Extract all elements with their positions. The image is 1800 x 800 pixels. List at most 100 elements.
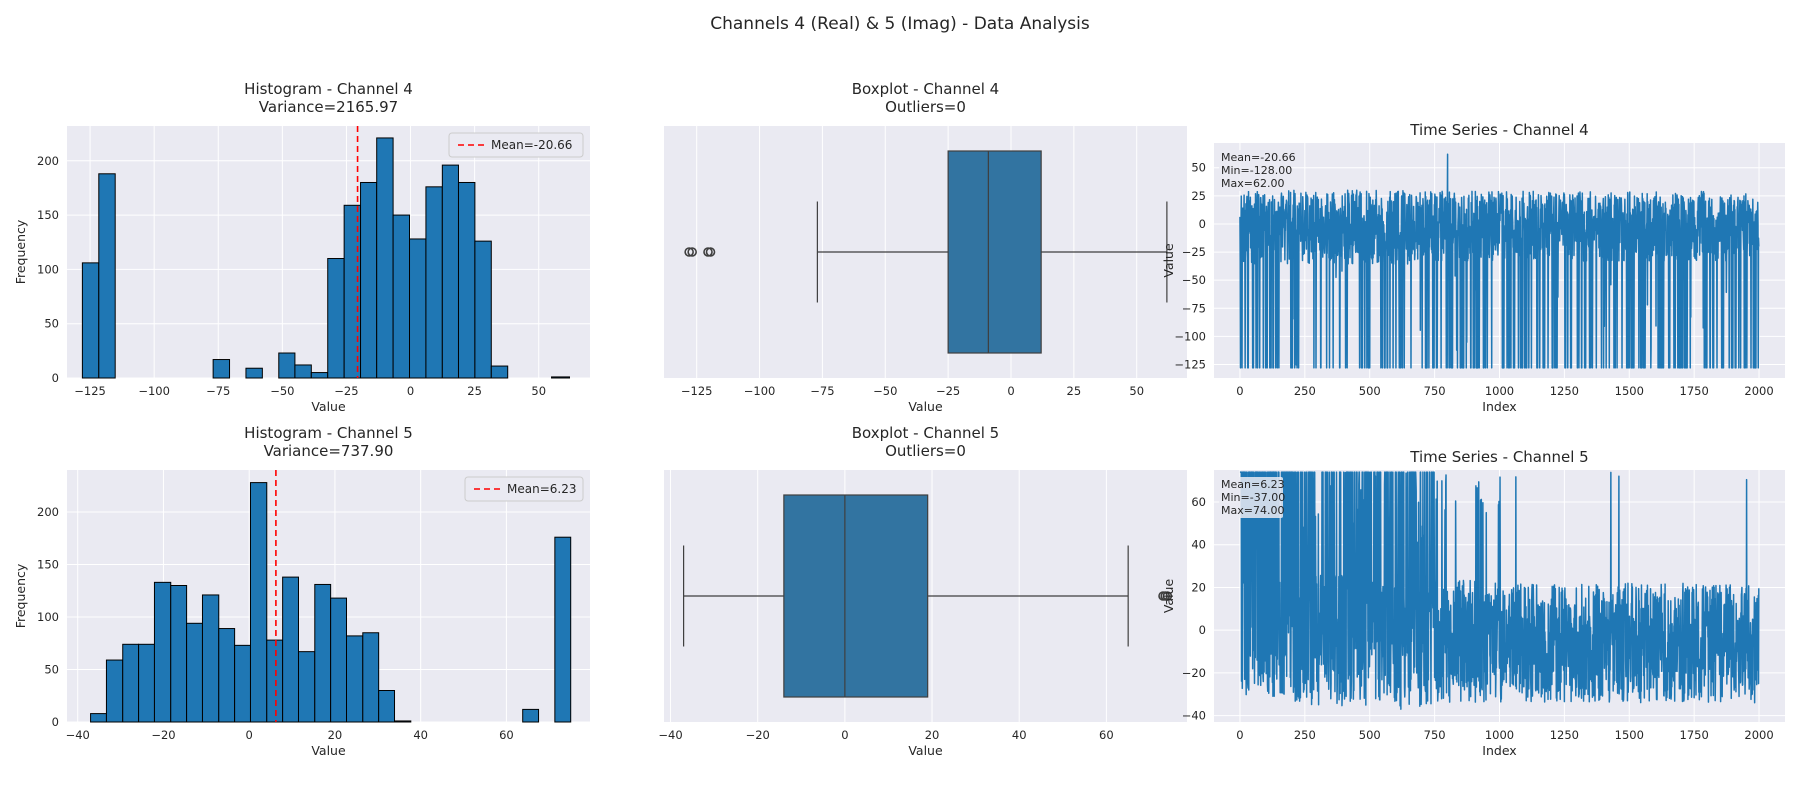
y-tick-label: 60 xyxy=(1191,495,1206,509)
x-tick-label: 750 xyxy=(1424,728,1446,742)
y-tick-label: 200 xyxy=(37,505,59,519)
subplot-subtitle: Outliers=0 xyxy=(885,442,966,460)
histogram-bar xyxy=(294,364,312,379)
x-tick-label: 1250 xyxy=(1550,384,1579,398)
legend: Mean=6.23 xyxy=(464,476,584,502)
histogram-bar xyxy=(314,583,332,723)
x-tick-label: 1500 xyxy=(1615,728,1644,742)
x-tick-label: 750 xyxy=(1424,384,1446,398)
subplot-subtitle: Variance=2165.97 xyxy=(259,98,398,116)
y-tick-label: 40 xyxy=(1191,538,1206,552)
stats-line: Min=-37.00 xyxy=(1221,491,1285,504)
x-tick-label: 250 xyxy=(1294,384,1316,398)
y-tick-label: 50 xyxy=(1191,161,1206,175)
x-axis-label: Value xyxy=(311,399,346,414)
x-axis-label: Value xyxy=(908,743,943,758)
y-axis-label: Frequency xyxy=(13,563,28,628)
y-tick-label: 0 xyxy=(1199,217,1206,231)
subplot-hist4: −125 −100 −75 −50 −25 0 25 50 0 50 100 150 200 Histog… xyxy=(13,80,590,414)
subplot-title: Time Series - Channel 5 xyxy=(1409,448,1588,466)
y-tick-label: 150 xyxy=(37,558,59,572)
histogram-bar xyxy=(551,376,570,379)
iqr-box xyxy=(947,150,1042,354)
x-tick-label: 50 xyxy=(531,384,546,398)
y-tick-label: 20 xyxy=(1191,580,1206,594)
histogram-bar xyxy=(297,651,316,723)
subplot-hist5: −40 −20 0 20 40 60 0 50 100 150 200 Histogram - Cha… xyxy=(13,424,590,758)
histogram-bar xyxy=(266,639,284,723)
x-tick-label: 1500 xyxy=(1615,384,1644,398)
x-axis-label: Value xyxy=(311,743,346,758)
histogram-bar xyxy=(554,536,572,723)
x-tick-label: 20 xyxy=(925,728,940,742)
histogram-bar xyxy=(212,359,231,379)
y-tick-label: 0 xyxy=(52,371,59,385)
x-tick-label: −25 xyxy=(334,384,358,398)
legend: Mean=-20.66 xyxy=(448,132,584,158)
y-tick-label: 0 xyxy=(52,715,59,729)
y-tick-label: 200 xyxy=(37,154,59,168)
histogram-bar xyxy=(98,173,116,379)
subplot-ts5: 0 250 500 750 1000 1250 1500 1750 2000 −40 −20 0 20 4… xyxy=(1161,448,1785,758)
x-tick-label: 0 xyxy=(407,384,414,398)
y-tick-label: 100 xyxy=(37,610,59,624)
histogram-bar xyxy=(362,632,380,723)
x-tick-label: −40 xyxy=(66,728,90,742)
histogram-bar xyxy=(409,238,427,379)
x-tick-label: −50 xyxy=(270,384,294,398)
x-tick-label: 0 xyxy=(1236,728,1243,742)
x-tick-label: 60 xyxy=(1099,728,1114,742)
x-tick-label: 25 xyxy=(1067,384,1082,398)
subplot-subtitle: Variance=737.90 xyxy=(264,442,394,460)
histogram-bar xyxy=(457,181,476,379)
x-tick-label: 1000 xyxy=(1485,728,1514,742)
x-tick-label: −25 xyxy=(936,384,960,398)
x-tick-label: −20 xyxy=(151,728,175,742)
histogram-bar xyxy=(105,659,124,723)
outlier-point xyxy=(1162,591,1173,601)
y-axis-label: Value xyxy=(1161,243,1176,278)
x-tick-label: 50 xyxy=(1129,384,1144,398)
x-tick-label: 0 xyxy=(1007,384,1014,398)
histogram-bar xyxy=(330,597,348,723)
histogram-bar xyxy=(441,164,459,379)
histogram-bar xyxy=(346,635,364,723)
stats-background xyxy=(1219,150,1283,191)
x-tick-label: 1750 xyxy=(1680,384,1709,398)
series-line xyxy=(1239,153,1760,369)
histogram-bar xyxy=(522,708,540,723)
x-tick-label: −75 xyxy=(810,384,834,398)
histogram-bar xyxy=(170,585,188,723)
subplot-title: Boxplot - Channel 5 xyxy=(852,424,999,442)
histogram-bar xyxy=(81,262,100,379)
x-tick-label: 0 xyxy=(246,728,253,742)
histogram-bar xyxy=(394,720,412,723)
y-tick-label: 100 xyxy=(37,262,59,276)
histogram-bar xyxy=(122,643,140,723)
histogram-bar xyxy=(245,367,263,379)
x-tick-label: −125 xyxy=(74,384,106,398)
y-tick-label: −75 xyxy=(1182,301,1206,315)
y-tick-label: −125 xyxy=(1174,358,1206,372)
histogram-bar xyxy=(425,186,443,379)
stats-line: Min=-128.00 xyxy=(1221,164,1292,177)
x-axis-label: Value xyxy=(908,399,943,414)
stats-line: Mean=6.23 xyxy=(1221,478,1285,491)
x-tick-label: 60 xyxy=(499,728,514,742)
x-axis-label: Index xyxy=(1482,743,1516,758)
stats-line: Max=74.00 xyxy=(1221,504,1284,517)
x-tick-label: 25 xyxy=(467,384,482,398)
histogram-bar xyxy=(490,365,509,379)
x-tick-label: 250 xyxy=(1294,728,1316,742)
y-tick-label: 50 xyxy=(44,317,59,331)
y-tick-label: −100 xyxy=(1174,329,1206,343)
outlier-point xyxy=(705,247,716,257)
x-tick-label: −100 xyxy=(744,384,776,398)
x-tick-label: 1250 xyxy=(1550,728,1579,742)
x-tick-label: 500 xyxy=(1359,728,1381,742)
x-tick-label: 20 xyxy=(328,728,343,742)
x-tick-label: 1000 xyxy=(1485,384,1514,398)
y-axis-label: Value xyxy=(1161,579,1176,614)
x-tick-label: 40 xyxy=(1012,728,1027,742)
